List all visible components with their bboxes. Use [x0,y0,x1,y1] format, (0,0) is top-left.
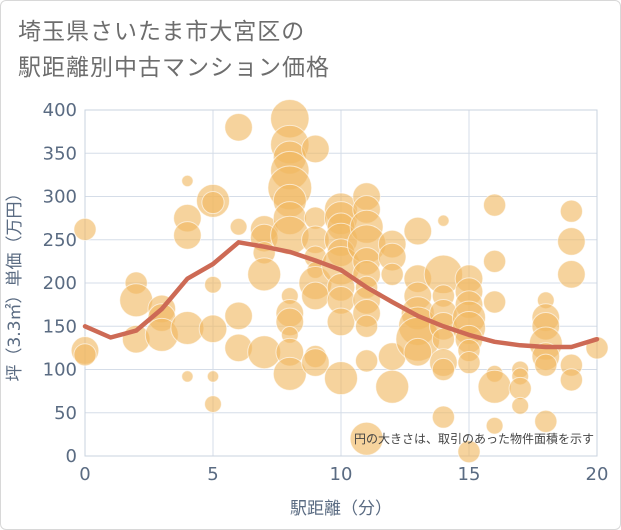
data-bubble [181,174,194,188]
data-bubble [301,134,330,164]
data-bubble [403,337,433,367]
y-tick-label: 100 [43,360,77,381]
data-bubble [431,357,455,382]
data-bubble [173,221,202,250]
y-tick-label: 250 [43,230,77,251]
data-bubble [201,190,225,215]
data-bubble [431,405,455,429]
data-bubble [73,343,97,367]
data-bubble [349,421,384,456]
data-bubble [457,350,481,375]
data-bubble [431,327,455,351]
data-bubble [206,370,220,383]
data-bubble [224,301,253,331]
y-tick-label: 400 [43,100,77,121]
x-tick-label: 20 [586,464,609,485]
data-bubble [229,217,248,236]
bubble-series [70,98,609,464]
data-bubble [272,356,307,391]
y-tick-label: 50 [54,403,77,424]
data-bubble [355,349,379,373]
y-tick-label: 300 [43,187,77,208]
axis-ticks: 0 50 100 150 200 250 300 350 400 0 5 10 15 20 [43,100,609,485]
data-bubble [380,262,404,286]
y-tick-label: 0 [66,446,77,467]
data-bubble [457,440,481,464]
data-bubble [403,216,433,246]
y-axis-label: 坪（3.3㎡）単価（万円） [5,184,25,381]
y-tick-label: 150 [43,316,77,337]
data-bubble [534,353,558,377]
plot-area-border [84,109,598,457]
data-bubble [224,113,253,142]
data-bubble [559,368,584,392]
y-tick-label: 200 [43,273,77,294]
data-bubble [485,416,504,435]
data-bubble [534,409,558,433]
data-bubble [181,370,194,383]
x-tick-label: 0 [79,464,90,485]
data-bubble [437,214,450,227]
chart-title-line2: 駅距離別中古マンション価格 [18,55,330,81]
x-tick-label: 5 [207,464,218,485]
data-bubble [557,260,586,289]
data-bubble [326,307,356,337]
data-bubble [301,281,330,311]
data-bubble [483,290,507,314]
y-tick-label: 350 [43,143,77,164]
bubble-size-note: 円の大きさは、取引のあった物件面積を示す [354,431,594,446]
data-bubble [483,193,507,217]
data-bubble [508,376,532,401]
trend-line [82,240,600,350]
x-tick-label: 15 [458,464,481,485]
data-bubble [355,314,379,338]
data-bubble [73,217,97,241]
chart-title: 埼玉県さいたま市大宮区の 駅距離別中古マンション価格 [18,14,330,86]
data-bubble [204,395,222,414]
chart-title-line1: 埼玉県さいたま市大宮区の [18,19,306,45]
data-bubble [324,361,358,396]
data-bubble [247,257,282,292]
data-bubble [477,369,512,404]
x-tick-label: 10 [330,464,353,485]
x-axis-label: 駅距離（分） [290,499,392,519]
data-bubble [375,369,410,404]
data-bubble [557,227,586,256]
data-bubble [301,348,330,377]
data-bubble [483,249,507,273]
data-bubble [559,199,584,223]
data-bubble [119,283,154,318]
data-bubble [198,314,228,344]
data-bubble [511,396,530,415]
data-bubble [204,275,222,294]
